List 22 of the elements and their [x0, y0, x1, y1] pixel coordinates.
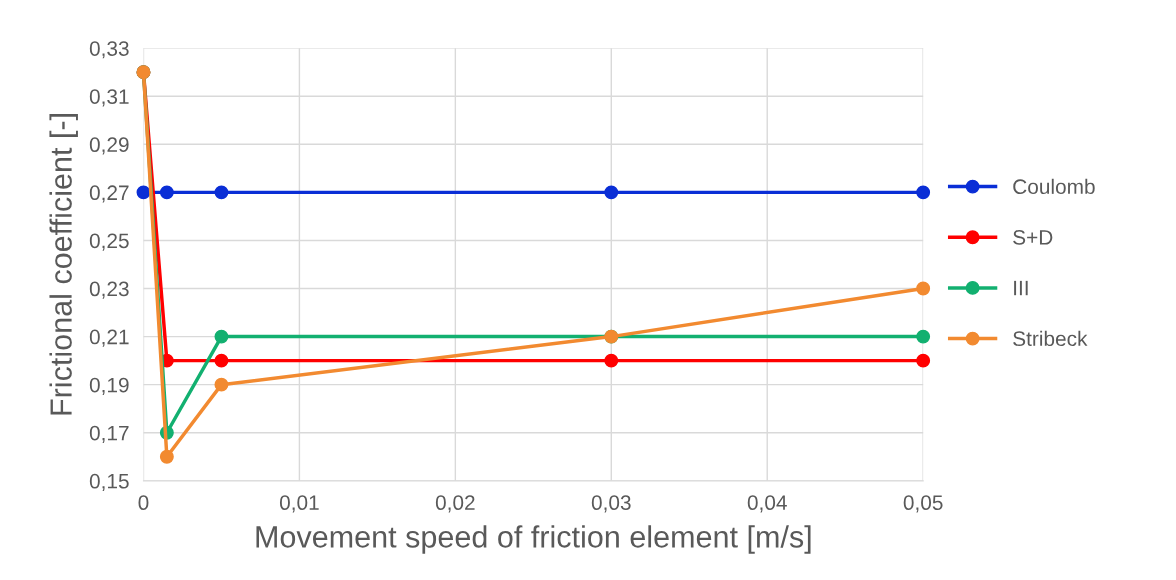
legend-label: Stribeck — [1013, 330, 1088, 347]
x-tick-label: 0,05 — [903, 495, 943, 513]
x-tick-label: 0,02 — [435, 495, 475, 513]
y-tick-label: 0,31 — [89, 89, 129, 107]
y-tick-label: 0,23 — [89, 281, 129, 299]
y-tick-label: 0,15 — [89, 473, 129, 492]
y-tick-label: 0,33 — [89, 41, 129, 59]
legend-label: III — [1014, 280, 1028, 296]
y-tick-label: 0,29 — [89, 137, 129, 155]
y-tick-label: 0,21 — [89, 329, 129, 347]
y-axis-title: Frictional coefficient [-] — [49, 114, 78, 415]
x-tick-label: 0 — [138, 495, 149, 511]
y-tick-label: 0,19 — [89, 377, 129, 395]
legend-label: Coulomb — [1013, 178, 1095, 195]
x-axis-title: Movement speed of friction element [m/s] — [256, 525, 811, 554]
x-tick-label: 0,01 — [279, 495, 319, 513]
y-tick-label: 0,27 — [89, 185, 129, 203]
x-tick-label: 0,03 — [591, 495, 631, 513]
y-tick-label: 0,25 — [89, 233, 129, 251]
y-tick-label: 0,17 — [89, 425, 129, 443]
x-tick-label: 0,04 — [747, 495, 787, 513]
legend-label: S+D — [1013, 229, 1053, 245]
